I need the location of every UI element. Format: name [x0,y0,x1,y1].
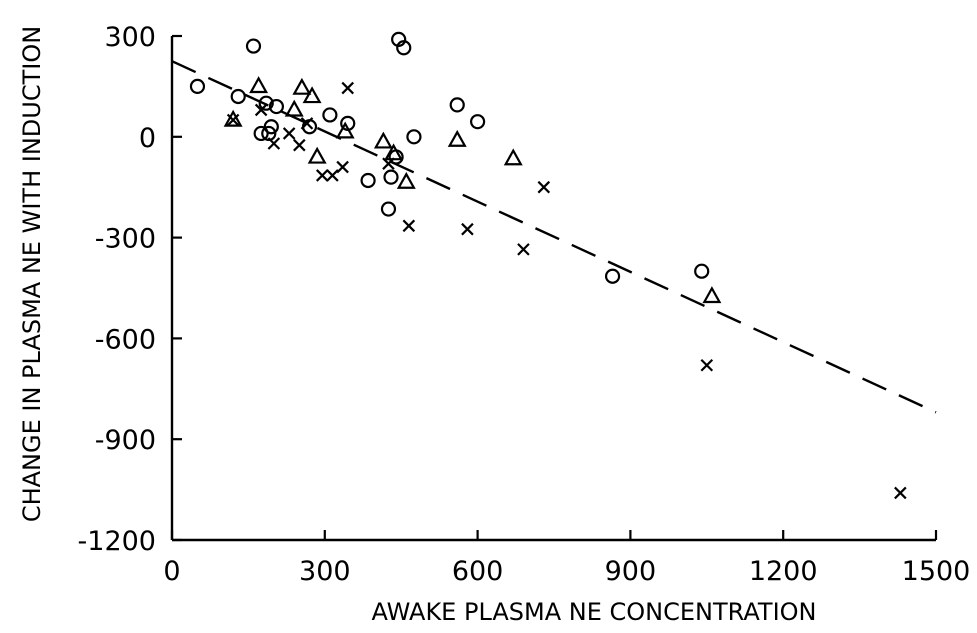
triangle-point [284,99,304,117]
x-tick-label: 900 [605,556,657,587]
circle-point [406,129,422,145]
circle-point [189,78,206,95]
x-tick-label: 300 [299,556,351,587]
circle-point [245,38,262,54]
y-tick-label: -600 [95,324,156,355]
x-axis-label: AWAKE PLASMA NE CONCENTRATION [372,598,817,626]
triangle-point [302,86,322,104]
triangle-point [702,286,722,304]
y-tick-label: -1200 [78,526,156,557]
x-point [341,81,354,95]
y-tick-label: -300 [95,224,156,255]
trend-line [171,60,937,414]
circle-point [449,97,465,113]
ticks: 0 300 600 900 1200 1500 300 0 -300 -600 -900 -1200 [78,22,971,587]
triangle-point [307,146,327,164]
x-point [300,117,314,130]
x-point [517,243,530,256]
x-point [254,103,268,117]
triangle-point [249,76,269,94]
triangle-point [373,131,393,149]
x-point [226,113,240,127]
triangle-point [335,121,355,139]
x-point [461,222,474,236]
circle-point [694,263,710,279]
x-point [382,157,395,170]
y-tick-label: -900 [95,425,156,456]
x-tick-label: 0 [163,556,180,587]
circle-point [322,107,338,123]
y-tick-label: 0 [139,123,156,154]
triangle-point [292,77,312,95]
x-tick-label: 600 [452,556,504,587]
circle-point [268,98,285,115]
x-point [894,486,907,500]
circle-point [470,114,486,130]
circle-point [263,119,279,135]
data-points [189,31,907,500]
triangle-point [223,109,243,127]
circle-point [360,172,376,189]
triangle-point [503,148,523,166]
triangle-point [447,129,467,147]
circle-point [383,169,399,185]
trend-line-group [171,60,937,414]
x-point [267,137,281,150]
x-point [315,169,329,182]
circle-point [396,40,412,56]
x-tick-label: 1200 [749,556,818,587]
y-tick-label: 300 [104,22,156,53]
x-point [402,219,416,233]
x-point [293,138,306,152]
circle-point [230,88,246,105]
y-axis-label: CHANGE IN PLASMA NE WITH INDUCTION [18,26,46,522]
x-point [336,160,349,174]
circle-point [253,125,269,142]
x-point [282,127,296,140]
circle-point [258,95,274,111]
axes [170,36,936,542]
x-point [700,359,714,372]
x-point [537,180,551,194]
triangle-point [396,171,416,189]
circle-point [604,268,621,284]
circle-point [380,201,397,217]
x-tick-label: 1500 [902,556,971,587]
x-point [326,169,339,182]
